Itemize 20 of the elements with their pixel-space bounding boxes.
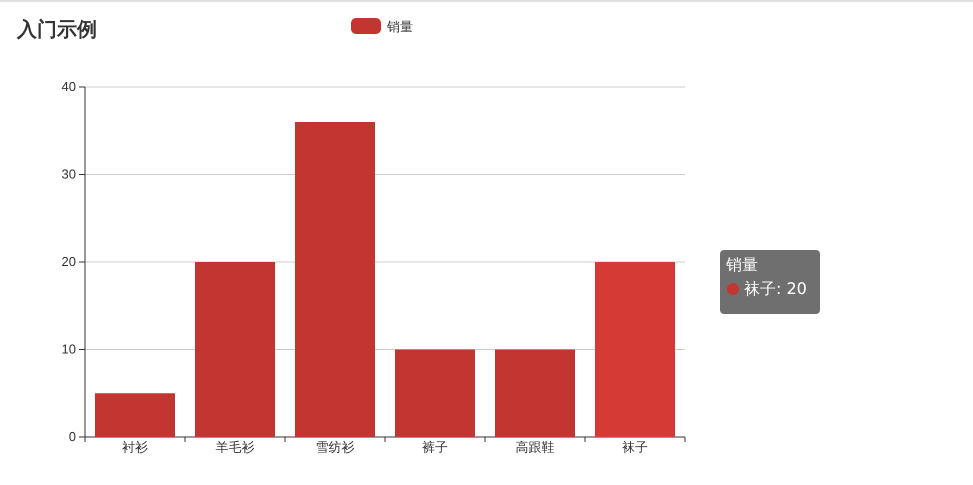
bar	[95, 393, 175, 437]
x-tick-label: 高跟鞋	[516, 440, 554, 455]
bar	[595, 262, 675, 437]
chart-title: 入门示例	[16, 17, 97, 41]
tooltip: 销量 袜子: 20	[720, 250, 820, 314]
bar	[495, 350, 575, 437]
y-tick-label: 30	[62, 166, 76, 182]
bar	[295, 122, 375, 437]
bar	[395, 350, 475, 437]
bar	[195, 262, 275, 437]
x-tick-label: 雪纺衫	[316, 440, 354, 455]
legend-label: 销量	[386, 20, 413, 35]
y-tick-label: 0	[68, 429, 76, 444]
x-tick-label: 裤子	[422, 440, 448, 455]
x-tick-label: 衬衫	[122, 440, 148, 455]
y-tick-label: 10	[62, 342, 76, 357]
x-tick-label: 袜子	[622, 440, 648, 455]
x-tick-label: 羊毛衫	[216, 440, 254, 455]
y-tick-label: 20	[62, 254, 76, 270]
y-tick-label: 40	[62, 79, 76, 94]
